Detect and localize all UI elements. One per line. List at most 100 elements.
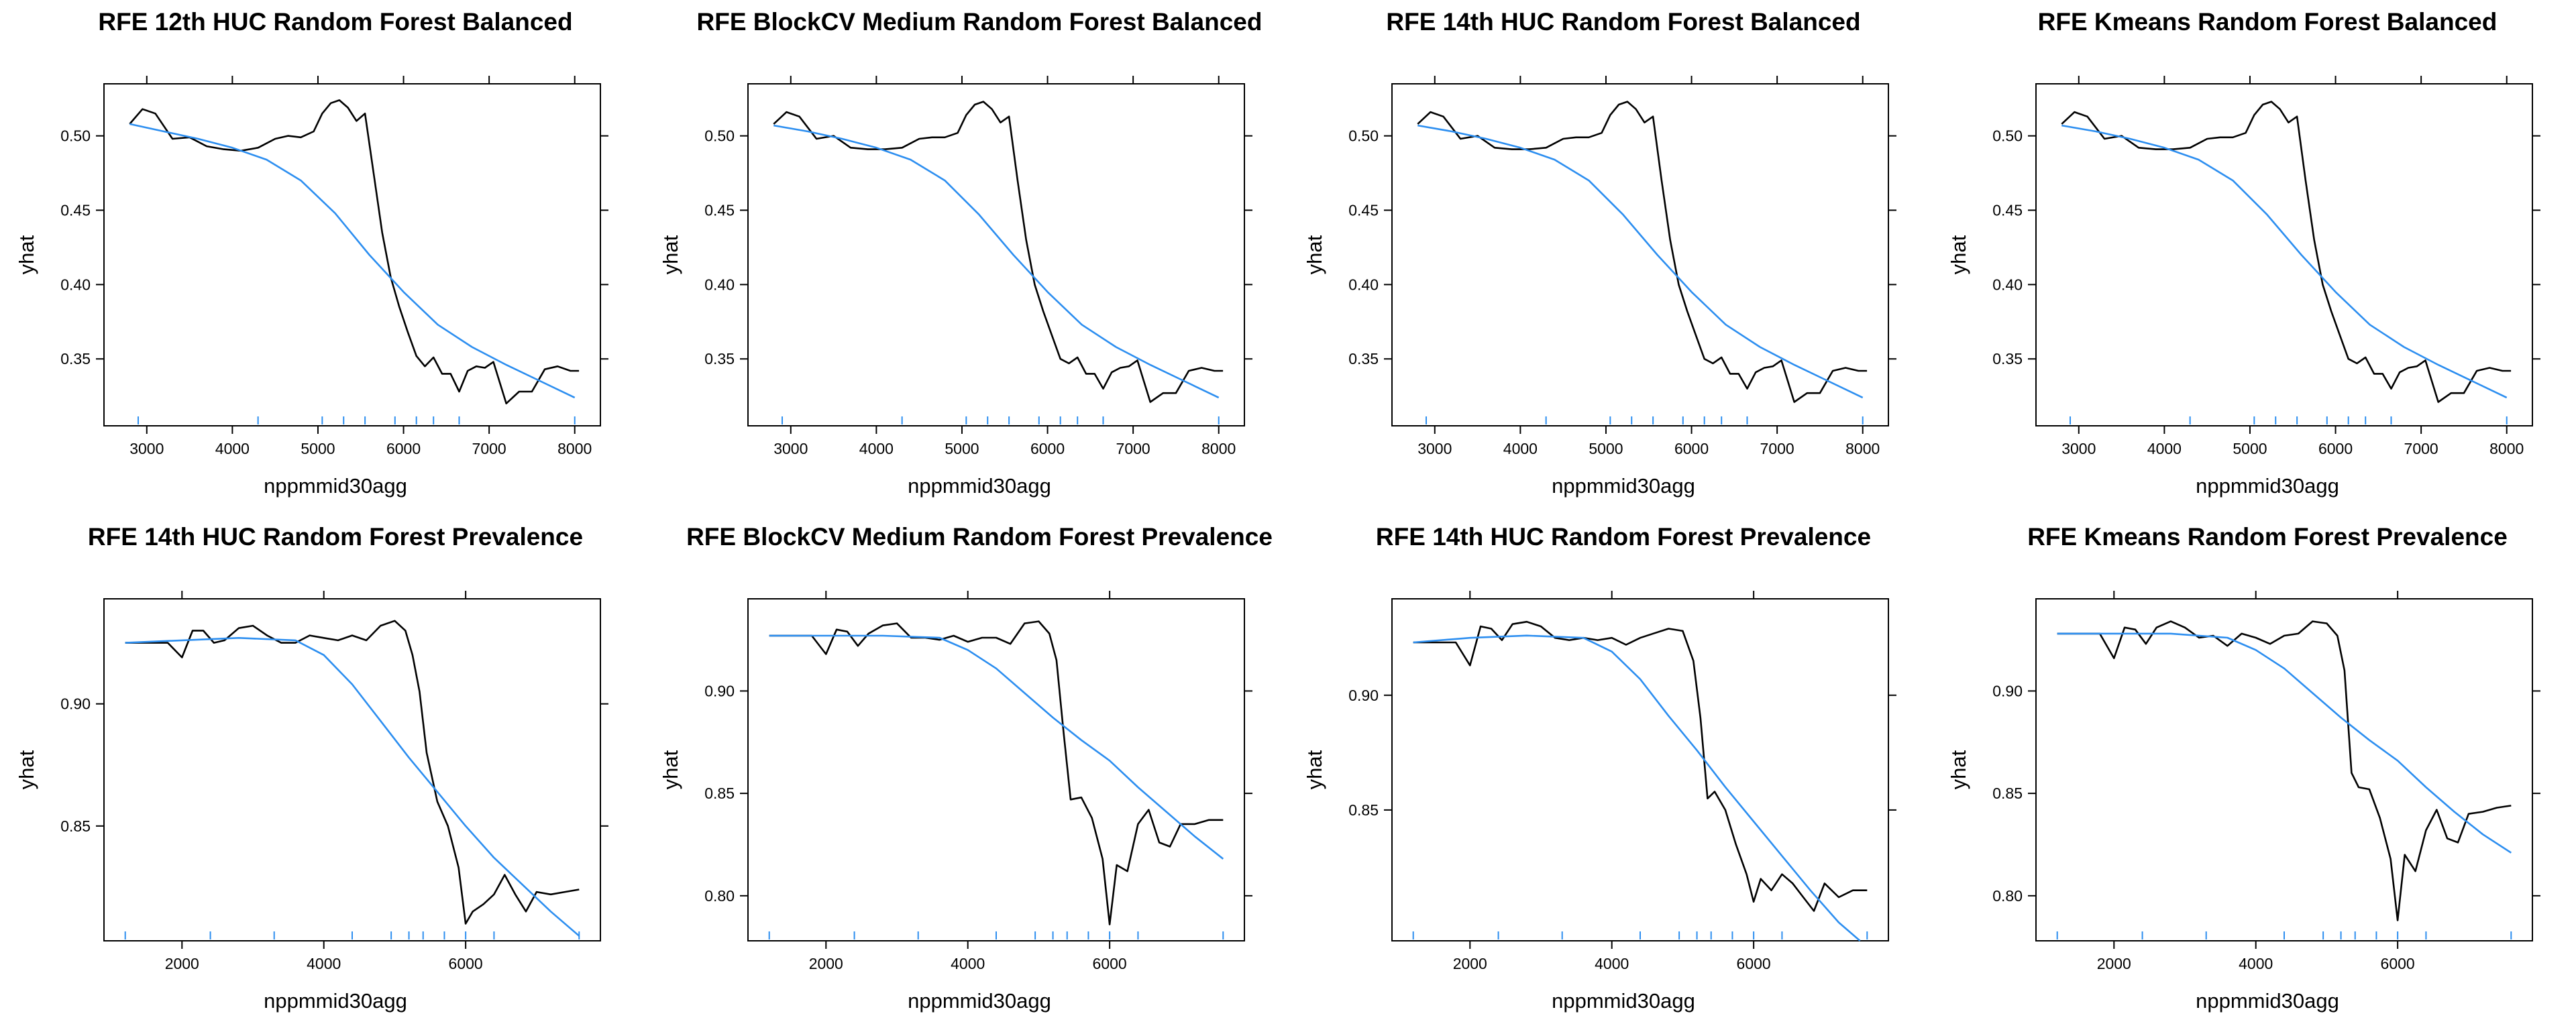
x-axis-label: nppmmid30agg [908,989,1051,1013]
series-line-black [2057,620,2512,921]
chart-title: RFE Kmeans Random Forest Prevalence [2027,523,2508,551]
y-tick-label: 0.50 [1992,127,2023,145]
x-axis-label: nppmmid30agg [1552,989,1695,1013]
y-tick-label: 0.45 [1348,201,1379,219]
chart-title: RFE 14th HUC Random Forest Prevalence [88,523,583,551]
x-tick-label: 4000 [2147,440,2182,457]
x-tick-label: 3000 [2061,440,2096,457]
y-tick-label: 0.45 [60,201,91,219]
x-tick-label: 2000 [1453,955,1487,972]
x-tick-label: 3000 [773,440,808,457]
series-line-blue [769,634,1224,860]
y-tick-label: 0.40 [704,276,735,293]
x-tick-label: 4000 [307,955,341,972]
x-tick-label: 8000 [1845,440,1880,457]
plot-frame [103,83,601,426]
x-tick-label: 8000 [557,440,592,457]
x-tick-label: 8000 [1201,440,1236,457]
y-tick-label: 0.85 [1992,785,2023,802]
x-axis-label: nppmmid30agg [2196,989,2339,1013]
y-tick-label: 0.85 [1348,801,1379,819]
x-tick-label: 7000 [2404,440,2438,457]
series-line-blue [2061,124,2508,399]
chart-title: RFE 12th HUC Random Forest Balanced [98,8,572,36]
series-line-blue [773,124,1220,399]
y-tick-label: 0.90 [60,695,91,713]
plot-frame [1391,83,1889,426]
y-tick-label: 0.35 [1348,350,1379,367]
x-tick-label: 5000 [945,440,979,457]
x-tick-label: 7000 [1760,440,1794,457]
series-line-black [129,99,580,405]
y-tick-label: 0.40 [60,276,91,293]
x-tick-label: 4000 [859,440,894,457]
x-tick-label: 6000 [1093,955,1127,972]
x-tick-label: 3000 [1417,440,1452,457]
x-tick-label: 6000 [2318,440,2353,457]
y-axis-label: yhat [659,235,682,274]
x-axis-label: nppmmid30agg [908,474,1051,498]
chart-panel: RFE Kmeans Random Forest Balanced 3000 400… [1932,0,2576,515]
chart-panel: RFE 14th HUC Random Forest Prevalence 200… [1288,515,1932,1030]
x-tick-label: 6000 [386,440,421,457]
y-axis-label: yhat [1303,235,1326,274]
plot-frame [747,598,1245,941]
x-axis-label: nppmmid30agg [1552,474,1695,498]
series-line-black [1417,101,1868,403]
series-line-blue [129,123,576,399]
chart-title: RFE 14th HUC Random Forest Balanced [1386,8,1860,36]
series-line-blue [125,637,580,937]
x-tick-label: 6000 [1030,440,1065,457]
chart-panel: RFE 12th HUC Random Forest Balanced 3000 4… [0,0,644,515]
y-tick-label: 0.50 [704,127,735,145]
chart-title: RFE 14th HUC Random Forest Prevalence [1376,523,1871,551]
y-tick-label: 0.80 [1992,887,2023,905]
y-tick-label: 0.50 [60,127,91,145]
chart-svg: RFE 14th HUC Random Forest Balanced 3000 4… [1303,8,1896,498]
x-tick-label: 4000 [215,440,250,457]
x-tick-label: 4000 [1503,440,1538,457]
x-tick-label: 3000 [129,440,164,457]
x-tick-label: 4000 [2239,955,2273,972]
chart-svg: RFE 14th HUC Random Forest Prevalence 200… [1303,523,1896,1013]
x-tick-label: 8000 [2489,440,2524,457]
y-axis-label: yhat [1947,235,1970,274]
chart-panel: RFE Kmeans Random Forest Prevalence 2000 4… [1932,515,2576,1030]
y-axis-label: yhat [1947,750,1970,789]
y-tick-label: 0.85 [704,785,735,802]
chart-title: RFE BlockCV Medium Random Forest Balance… [697,8,1263,36]
x-tick-label: 4000 [1595,955,1629,972]
x-axis-label: nppmmid30agg [264,474,407,498]
plot-frame [2035,598,2533,941]
chart-panel: RFE 14th HUC Random Forest Balanced 3000 4… [1288,0,1932,515]
x-axis-label: nppmmid30agg [264,989,407,1013]
y-axis-label: yhat [15,750,38,789]
chart-panel: RFE BlockCV Medium Random Forest Balance… [644,0,1288,515]
x-tick-label: 5000 [1589,440,1623,457]
series-line-black [1413,620,1868,912]
series-line-black [773,101,1224,403]
chart-title: RFE BlockCV Medium Random Forest Prevale… [686,523,1273,551]
plot-frame [1391,598,1889,941]
chart-svg: RFE BlockCV Medium Random Forest Prevale… [659,523,1273,1013]
chart-svg: RFE BlockCV Medium Random Forest Balance… [659,8,1263,498]
y-tick-label: 0.40 [1348,276,1379,293]
series-line-blue [1417,124,1864,399]
chart-panel: RFE BlockCV Medium Random Forest Prevale… [644,515,1288,1030]
series-line-blue [1413,634,1861,941]
y-tick-label: 0.45 [704,201,735,219]
y-tick-label: 0.35 [1992,350,2023,367]
x-tick-label: 6000 [449,955,483,972]
x-tick-label: 6000 [1674,440,1709,457]
x-tick-label: 7000 [1116,440,1150,457]
y-axis-label: yhat [1303,750,1326,789]
chart-title: RFE Kmeans Random Forest Balanced [2038,8,2498,36]
y-tick-label: 0.80 [704,887,735,905]
x-tick-label: 5000 [301,440,335,457]
series-line-black [769,620,1224,925]
series-line-blue [2057,632,2512,854]
y-tick-label: 0.90 [1348,687,1379,704]
chart-svg: RFE 14th HUC Random Forest Prevalence 200… [15,523,608,1013]
y-tick-label: 0.40 [1992,276,2023,293]
